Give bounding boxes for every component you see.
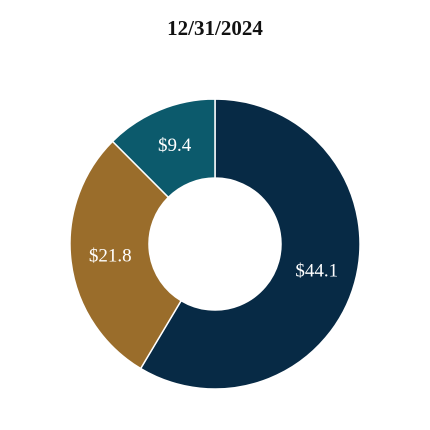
value-label: $44.1 [295,260,338,281]
chart-title: 12/31/2024 [167,16,263,40]
value-label: $9.4 [158,135,192,156]
value-label: $21.8 [89,245,132,266]
donut-slice [69,140,183,370]
donut-slice [111,98,216,199]
donut-slice [139,98,361,390]
